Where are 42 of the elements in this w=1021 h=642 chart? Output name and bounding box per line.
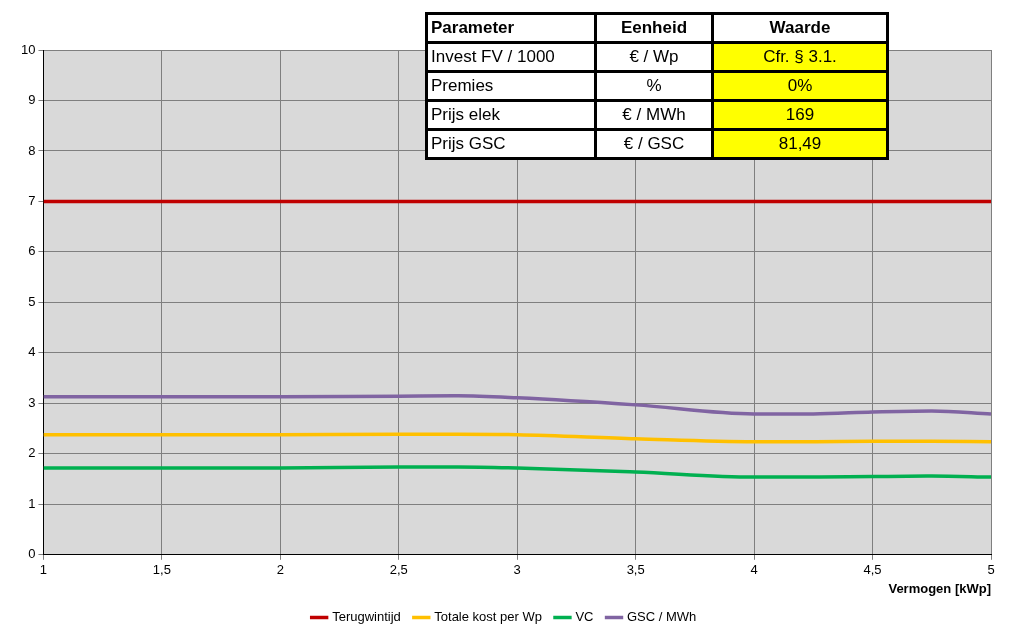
line-series bbox=[43, 432, 991, 444]
line-series bbox=[43, 465, 991, 479]
y-tick-label: 1 bbox=[28, 495, 36, 511]
x-tick-label: 1 bbox=[39, 562, 48, 578]
y-tick-label: 8 bbox=[28, 142, 36, 158]
legend-label: Totale kost per Wp bbox=[434, 609, 542, 625]
text: Waarde bbox=[769, 18, 831, 37]
annotation: Cfr. § 3.1. bbox=[712, 42, 888, 72]
x-tick-label: 3 bbox=[513, 562, 521, 578]
legend-label: VC bbox=[575, 609, 594, 625]
annotation: 0% bbox=[712, 71, 888, 101]
x-axis-title: Vermogen [kWp] bbox=[888, 580, 991, 596]
text: Parameter bbox=[431, 18, 515, 37]
y-tick-label: 10 bbox=[20, 41, 36, 57]
x-tick-label: 4,5 bbox=[863, 562, 882, 578]
x-tick-label: 2 bbox=[276, 562, 284, 578]
y-tick-label: 6 bbox=[28, 243, 36, 259]
annotation: 169 bbox=[712, 100, 888, 130]
annotation: Prijs elek bbox=[426, 100, 596, 130]
x-tick-label: 1,5 bbox=[152, 562, 171, 578]
annotation: Premies bbox=[426, 71, 596, 101]
annotation: % bbox=[595, 71, 713, 101]
annotation: Prijs GSC bbox=[426, 129, 596, 159]
x-tick-label: 5 bbox=[987, 562, 995, 578]
annotation: € / Wp bbox=[595, 42, 713, 72]
annotation: Invest FV / 1000 bbox=[426, 42, 596, 72]
legend-label: Terugwintijd bbox=[332, 609, 401, 625]
y-tick-label: 3 bbox=[28, 394, 36, 410]
legend-label: GSC / MWh bbox=[627, 609, 697, 625]
y-tick-label: 4 bbox=[28, 344, 36, 360]
y-tick-label: 0 bbox=[28, 546, 36, 562]
annotation: € / MWh bbox=[595, 100, 713, 130]
x-tick-label: 3,5 bbox=[626, 562, 645, 578]
y-tick-label: 9 bbox=[28, 92, 36, 108]
text: Eenheid bbox=[620, 18, 688, 37]
y-tick-label: 7 bbox=[28, 193, 36, 209]
x-tick-label: 4 bbox=[750, 562, 758, 578]
x-tick-label: 2,5 bbox=[389, 562, 408, 578]
annotation: € / GSC bbox=[595, 129, 713, 159]
y-tick-label: 5 bbox=[28, 293, 36, 309]
annotation: 81,49 bbox=[712, 129, 888, 159]
y-tick-label: 2 bbox=[28, 445, 36, 461]
